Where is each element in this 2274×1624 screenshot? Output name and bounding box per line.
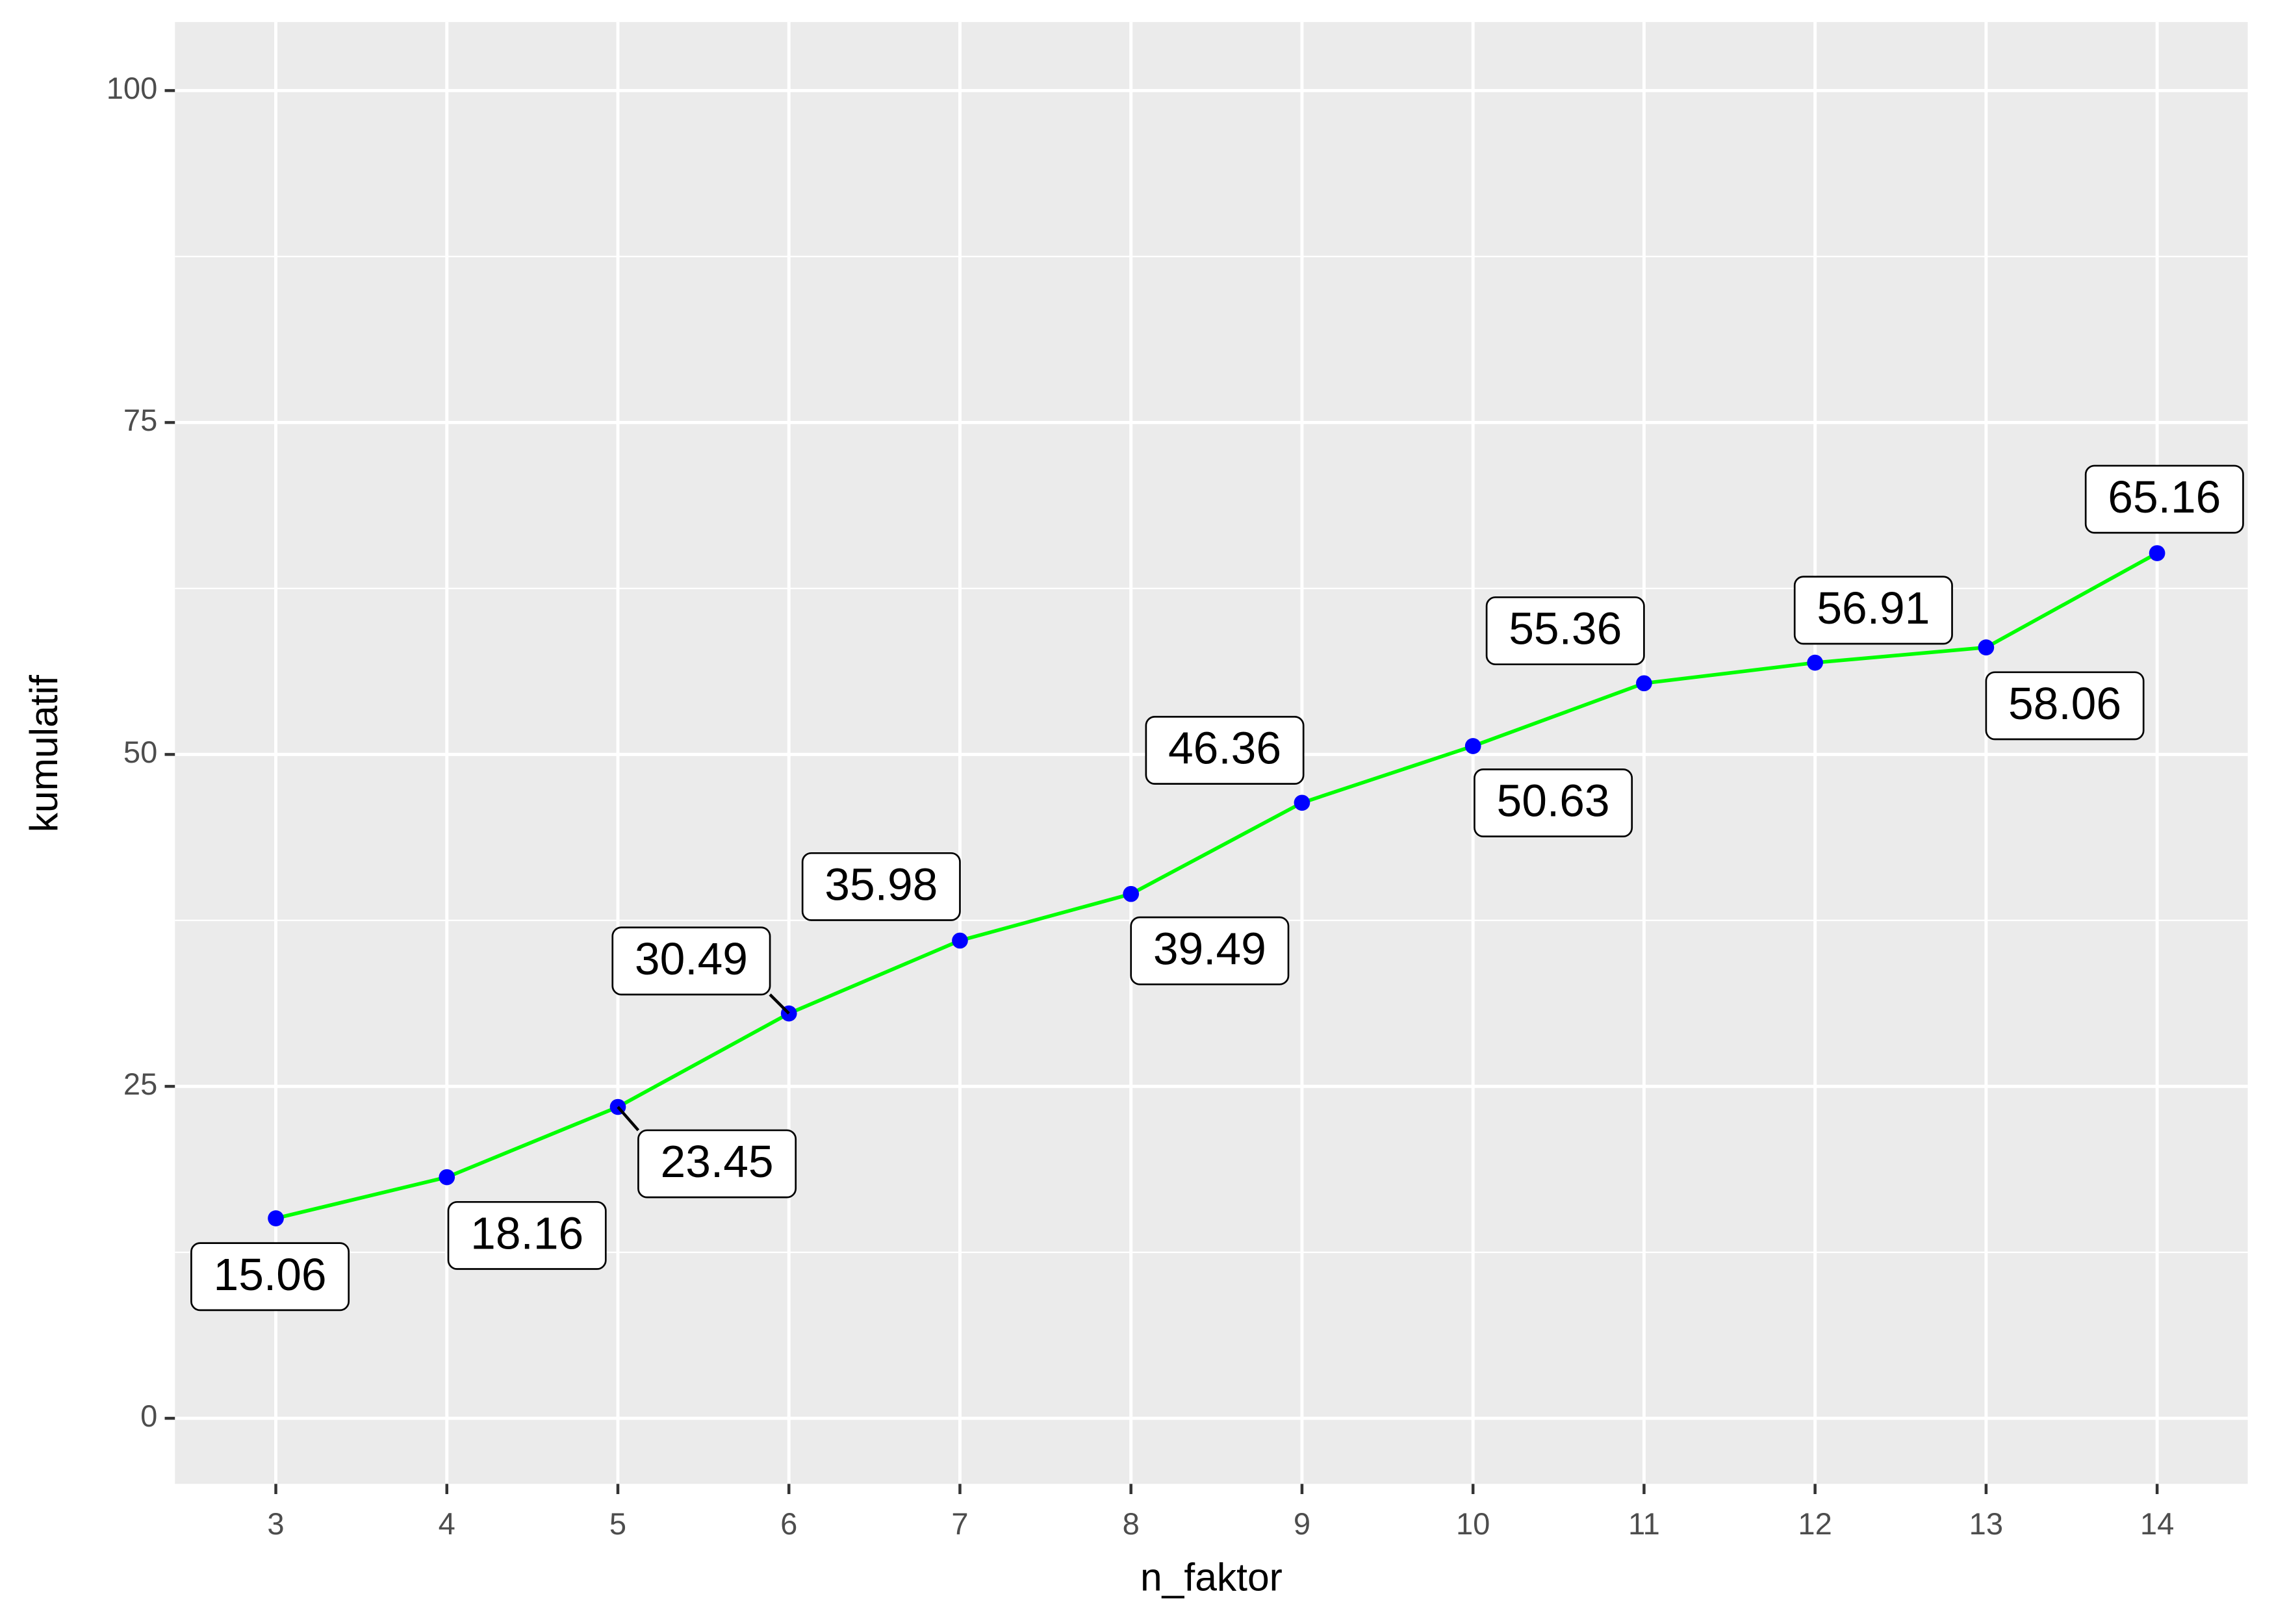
x-tick-label: 5 [609,1506,626,1541]
value-label: 39.49 [1153,923,1266,974]
value-label: 30.49 [635,933,748,984]
point [1807,654,1823,671]
point [439,1169,455,1186]
value-label: 56.91 [1817,583,1930,633]
point [1636,675,1652,692]
line [275,552,2158,1221]
y-tick-label: 0 [140,1399,157,1433]
label-box [1474,768,1633,837]
value-label: 35.98 [824,859,938,910]
point [2149,545,2165,561]
value-label: 58.06 [2008,678,2121,729]
value-label: 18.16 [470,1208,583,1259]
x-tick-label: 12 [1798,1506,1832,1541]
marks: 15.06 18.16 23.45 30.49 35.98 39.49 46.36 50.63… [190,464,2244,1312]
point [268,1210,284,1226]
value-label: 55.36 [1509,603,1622,654]
label-box [447,1200,607,1270]
label-box [1145,716,1305,785]
label-box [1485,596,1645,666]
y-tick-label: 50 [123,735,157,769]
x-tick-label: 4 [439,1506,455,1541]
y-tick-label: 75 [123,403,157,437]
y-tick-label: 100 [107,71,158,105]
value-label: 46.36 [1168,723,1281,774]
label-box [2084,464,2244,534]
label-box [637,1129,797,1199]
point [1978,639,1995,655]
y-axis-title: kumulatif [21,675,66,833]
label-box [1793,576,1953,645]
point [1294,794,1310,811]
value-label: 50.63 [1497,776,1610,826]
label-box [190,1242,350,1312]
x-tick-label: 10 [1456,1506,1490,1541]
x-tick-label: 11 [1628,1506,1660,1541]
value-label: 23.45 [661,1136,774,1187]
point [1123,885,1140,902]
x-tick-label: 14 [2140,1506,2174,1541]
label-box [1130,916,1290,985]
x-tick-label: 9 [1294,1506,1310,1541]
label-connector [617,1106,640,1132]
label-box [1985,671,2145,741]
label-connector [769,993,790,1015]
x-axis-title: n_faktor [1140,1554,1283,1599]
x-tick-label: 13 [1969,1506,2003,1541]
x-tick-label: 8 [1123,1506,1140,1541]
y-tick-label: 25 [123,1067,157,1101]
label-box [611,926,771,996]
x-tick-label: 3 [267,1506,284,1541]
x-tick-label: 7 [951,1506,968,1541]
value-label: 65.16 [2108,472,2221,522]
point [1464,738,1481,754]
point [952,932,968,949]
value-label: 15.06 [214,1249,327,1300]
label-box [801,852,961,921]
x-tick-label: 6 [780,1506,797,1541]
